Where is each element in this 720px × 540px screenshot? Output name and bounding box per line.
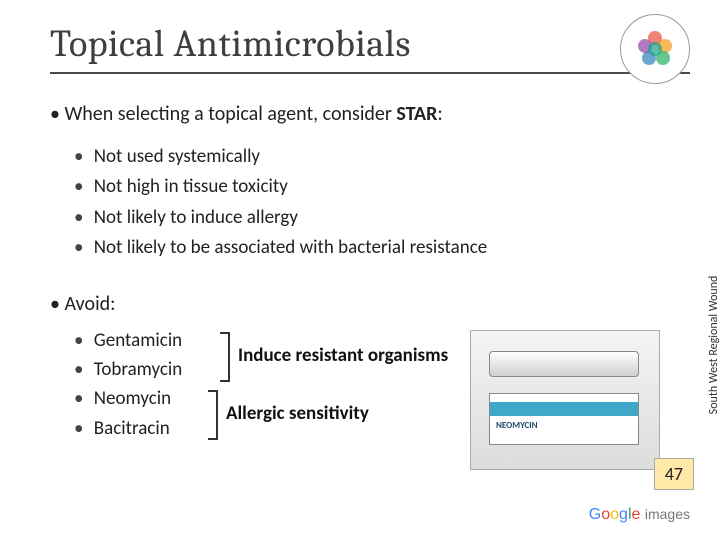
list-item: Not used systemically: [94, 142, 680, 172]
org-logo: [620, 14, 690, 84]
intro-strong: STAR: [396, 102, 437, 126]
avoid-heading: • Avoid:: [50, 292, 680, 316]
side-program-label: South West Regional Wound Care Program: [708, 260, 720, 430]
logo-flower-icon: [640, 33, 670, 63]
page-number: 47: [654, 458, 694, 490]
list-item: Not likely to induce allergy: [94, 203, 680, 233]
list-item: Not high in tissue toxicity: [94, 172, 680, 202]
side-line1: South West Regional Wound: [707, 276, 720, 415]
bracket-icon: [220, 332, 230, 382]
intro-post: :: [437, 102, 442, 126]
product-photo: NEOMYCIN: [470, 330, 660, 470]
avoid-heading-text: Avoid:: [64, 292, 115, 316]
google-images-logo: Google images: [589, 506, 690, 524]
google-suffix: images: [645, 506, 690, 522]
box-icon: NEOMYCIN: [489, 393, 639, 445]
title-rule: [50, 72, 690, 74]
intro-bullet: • When selecting a topical agent, consid…: [50, 102, 680, 126]
list-item: Not likely to be associated with bacteri…: [94, 233, 680, 263]
tube-icon: [489, 351, 639, 377]
bracket-label: Induce resistant organisms: [238, 344, 448, 367]
star-criteria-list: Not used systemically Not high in tissue…: [94, 142, 680, 264]
slide-title: Topical Antimicrobials: [50, 22, 680, 66]
slide: Topical Antimicrobials • When selecting …: [0, 0, 720, 540]
bracket-icon: [208, 390, 218, 440]
bracket-label: Allergic sensitivity: [226, 402, 369, 425]
intro-pre: When selecting a topical agent, consider: [64, 102, 396, 126]
product-label: NEOMYCIN: [496, 420, 538, 431]
